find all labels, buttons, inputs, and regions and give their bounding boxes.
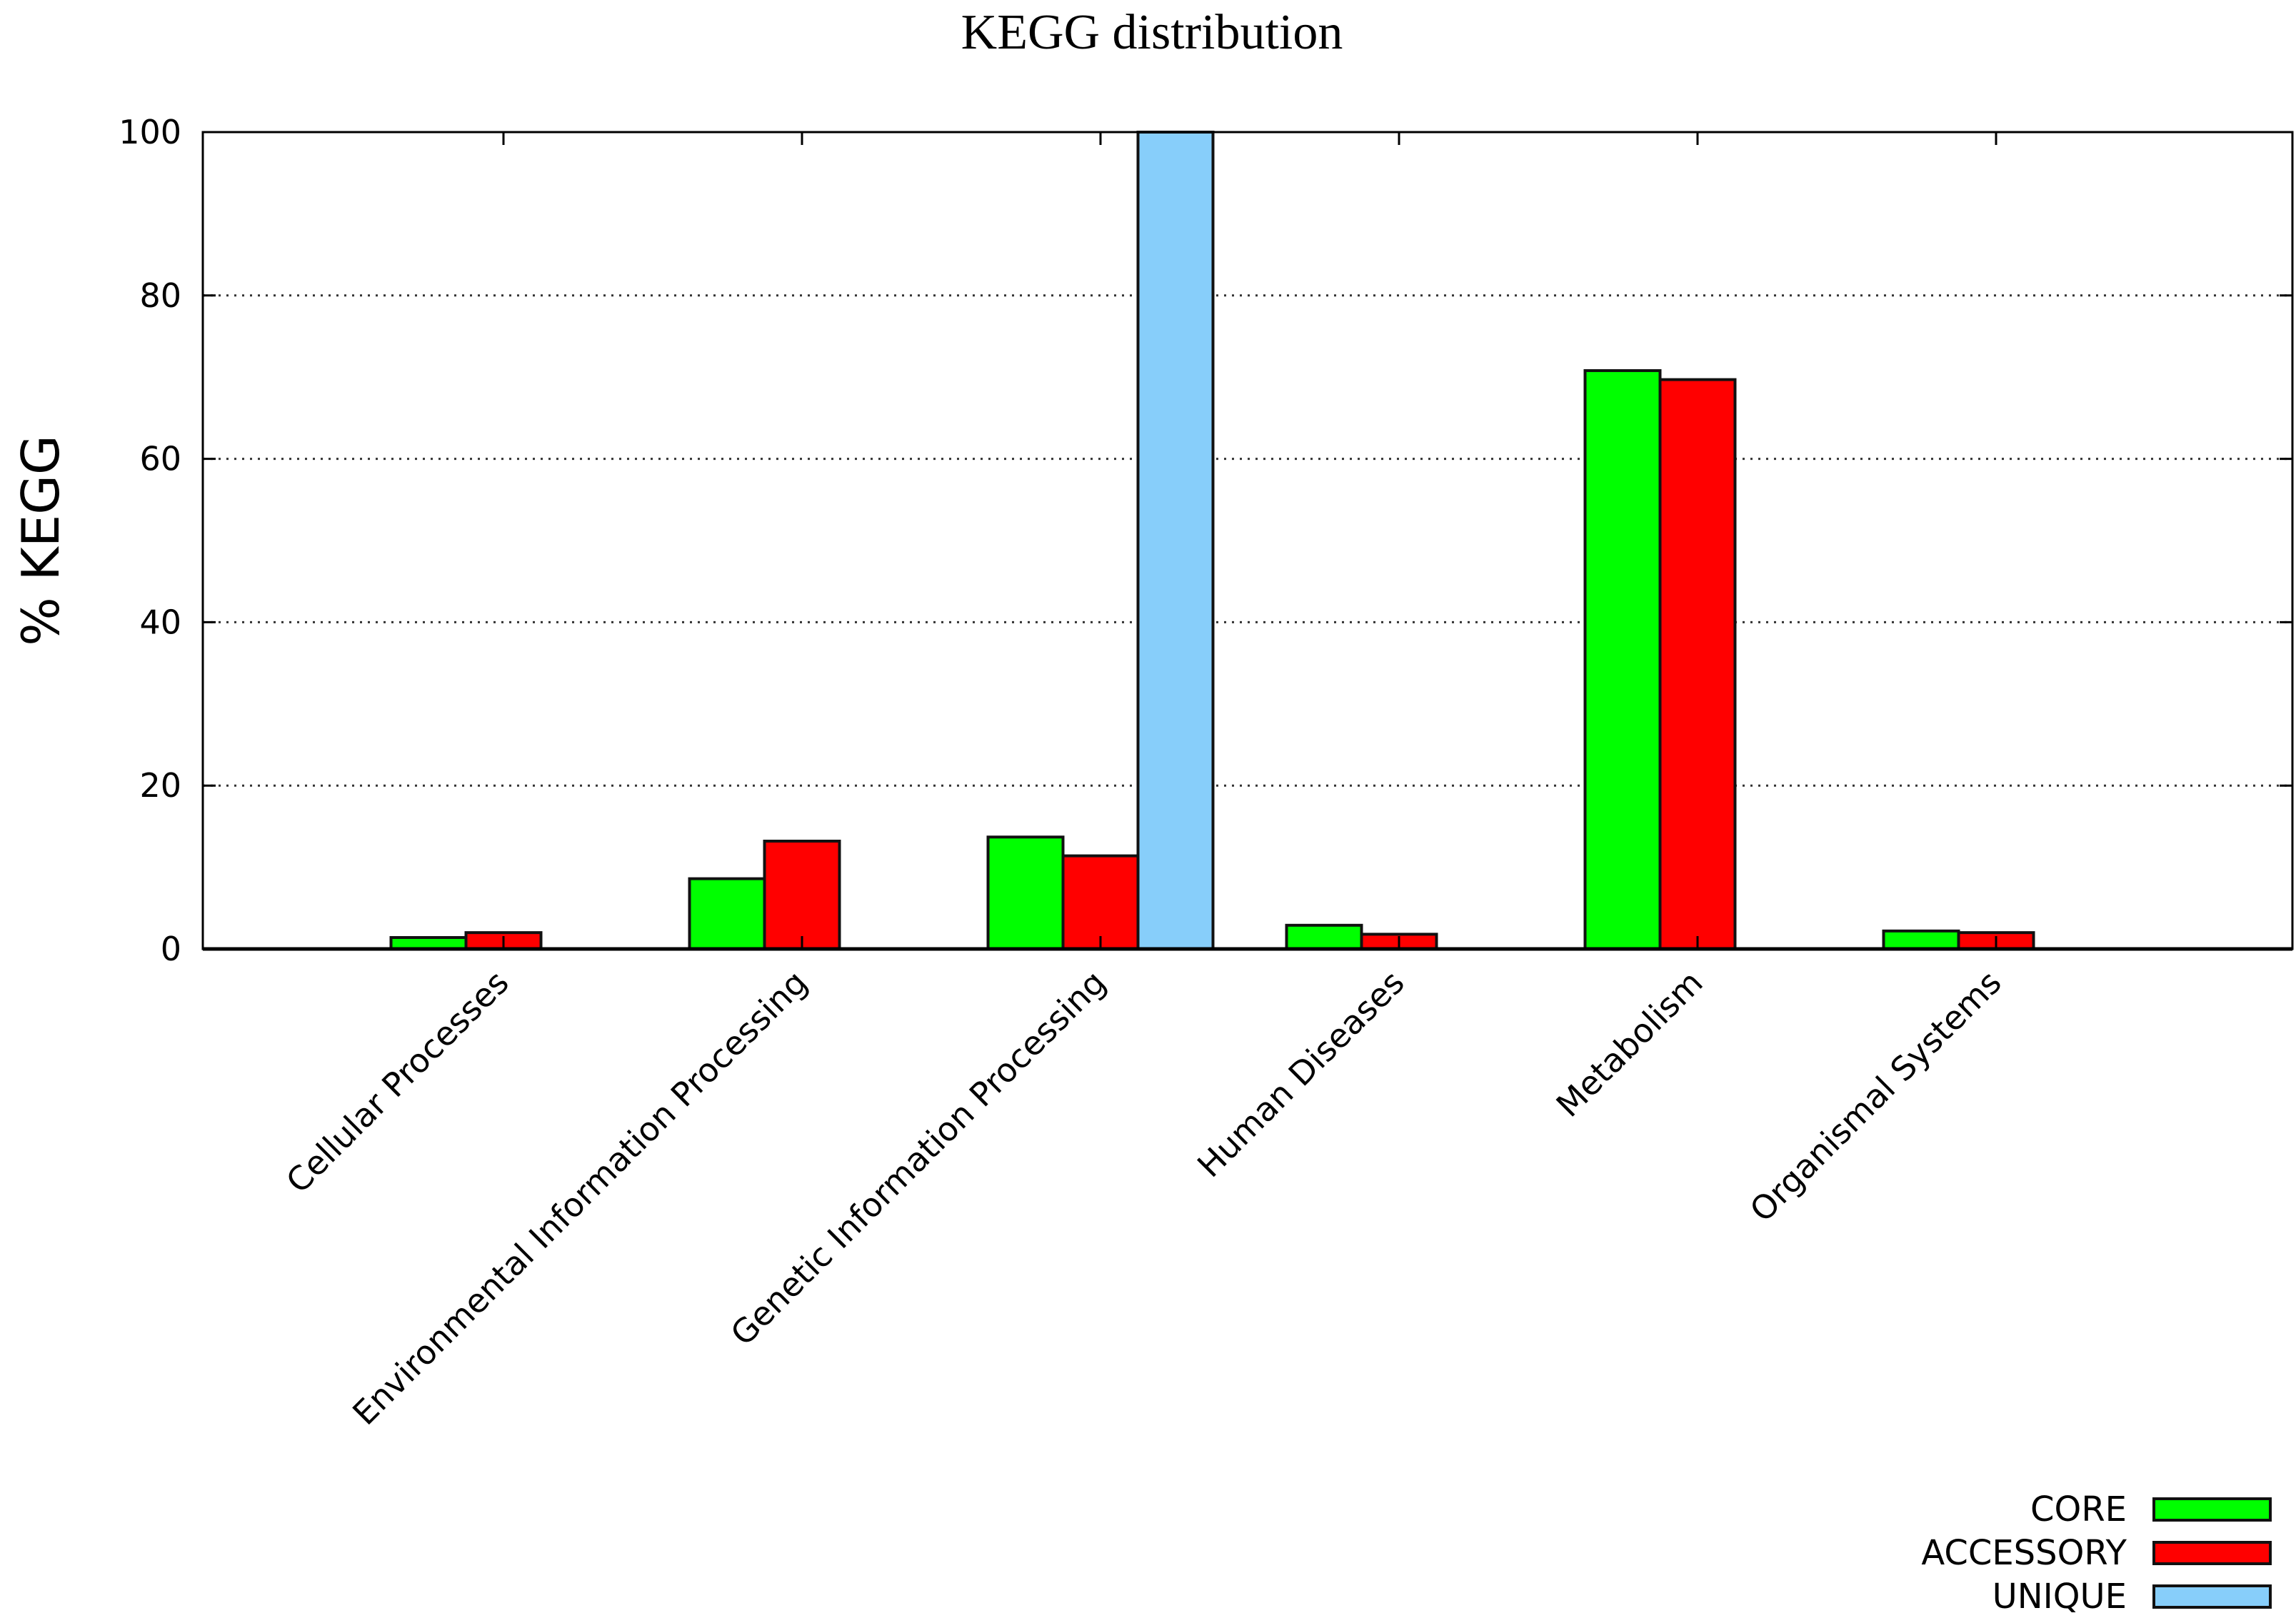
y-tick-label: 80 — [139, 276, 181, 315]
bar-accessory-1 — [763, 839, 841, 950]
y-tick-label: 40 — [139, 603, 181, 641]
x-tick-label: Human Diseases — [1190, 963, 1412, 1185]
legend-label: ACCESSORY — [1921, 1533, 2127, 1573]
legend-label: UNIQUE — [1992, 1577, 2127, 1617]
bars — [389, 131, 2035, 951]
bar-core-4 — [1583, 369, 1662, 950]
y-tick-label: 60 — [139, 440, 181, 478]
axes — [201, 131, 2294, 951]
x-tick-label: Environmental Information Processing — [345, 963, 814, 1432]
bar-unique-2 — [1136, 131, 1215, 950]
y-tick-label: 0 — [161, 930, 181, 968]
bar-core-2 — [986, 835, 1065, 950]
grid-lines — [203, 294, 2292, 787]
bar-core-5 — [1882, 929, 1960, 951]
y-tick-labels: 0 20 40 60 80 100 — [119, 113, 181, 968]
y-tick-label: 100 — [119, 113, 181, 151]
chart-title: KEGG distribution — [961, 5, 1343, 60]
y-axis-label: % KEGG — [11, 435, 71, 646]
legend-swatch-accessory — [2152, 1541, 2272, 1565]
legend-swatch-unique — [2152, 1584, 2272, 1609]
bar-core-3 — [1285, 923, 1363, 950]
legend-swatch-core — [2152, 1497, 2272, 1522]
bar-core-1 — [688, 877, 766, 950]
plot-frame — [201, 131, 2294, 950]
bar-accessory-4 — [1658, 378, 1737, 950]
x-tick-label: Organismal Systems — [1743, 963, 2009, 1230]
x-tick-label: Cellular Processes — [279, 963, 516, 1201]
x-tick-label: Metabolism — [1549, 963, 1710, 1125]
legend-label: CORE — [2030, 1489, 2127, 1529]
bar-accessory-2 — [1061, 854, 1140, 950]
y-tick-label: 20 — [139, 766, 181, 805]
